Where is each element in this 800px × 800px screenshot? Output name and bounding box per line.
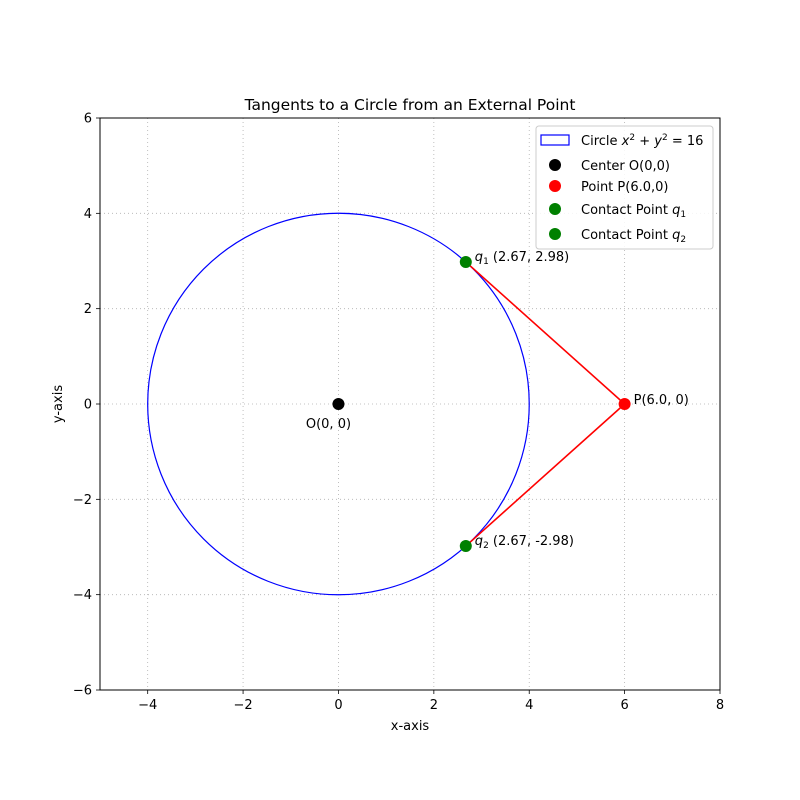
legend: Circle x2 + y2 = 16 Center O(0,0) Point … bbox=[535, 125, 714, 250]
y-axis-label: y-axis bbox=[51, 385, 66, 423]
legend-q2-label: Contact Point q2 bbox=[581, 228, 686, 245]
y-tick-label: 6 bbox=[84, 112, 92, 127]
y-tick-label: 4 bbox=[84, 207, 92, 222]
x-axis-label: x-axis bbox=[391, 719, 430, 734]
x-tick-label: 8 bbox=[716, 698, 724, 713]
y-tick-label: 0 bbox=[84, 398, 92, 413]
legend-point-p-label: Point P(6.0,0) bbox=[581, 180, 668, 195]
q1-subscript: 1 bbox=[483, 257, 489, 267]
legend-center-marker bbox=[549, 159, 561, 171]
center-label: O(0, 0) bbox=[306, 417, 351, 432]
y-ticks: −6 −4 −2 0 2 4 6 bbox=[73, 112, 100, 699]
contact-q1-label: q1 (2.67, 2.98) bbox=[475, 250, 569, 267]
q1-symbol: q bbox=[475, 250, 483, 265]
q2-symbol: q bbox=[475, 534, 483, 549]
legend-center-label: Center O(0,0) bbox=[581, 159, 670, 174]
y-tick-label: −6 bbox=[73, 684, 92, 699]
x-tick-label: 6 bbox=[620, 698, 628, 713]
legend-point-p-marker bbox=[549, 180, 561, 192]
points bbox=[332, 255, 631, 553]
contact-q2-label: q2 (2.67, -2.98) bbox=[475, 534, 574, 551]
center-marker bbox=[332, 398, 345, 410]
x-tick-label: −4 bbox=[138, 698, 157, 713]
tangent-line-2 bbox=[465, 403, 626, 547]
point-p-label: P(6.0, 0) bbox=[634, 393, 689, 408]
plot-area: O(0, 0) P(6.0, 0) q1 (2.67, 2.98) q2 (2.… bbox=[147, 212, 689, 596]
contact-q2-marker bbox=[459, 540, 472, 553]
q2-coords: (2.67, -2.98) bbox=[489, 534, 574, 549]
y-tick-label: −2 bbox=[73, 493, 92, 508]
q1-coords: (2.67, 2.98) bbox=[489, 250, 569, 265]
legend-box bbox=[535, 125, 714, 250]
legend-circle-label: Circle x2 + y2 = 16 bbox=[581, 133, 703, 149]
x-tick-label: −2 bbox=[233, 698, 252, 713]
x-tick-label: 2 bbox=[430, 698, 438, 713]
legend-q1-label: Contact Point q1 bbox=[581, 203, 686, 220]
circle-curve bbox=[147, 212, 530, 596]
x-tick-label: 4 bbox=[525, 698, 533, 713]
legend-q2-marker bbox=[549, 228, 561, 240]
y-tick-label: −4 bbox=[73, 588, 92, 603]
tangent-lines bbox=[465, 261, 626, 547]
x-tick-label: 0 bbox=[334, 698, 342, 713]
tangent-line-1 bbox=[465, 261, 626, 405]
legend-circle-swatch bbox=[540, 134, 570, 146]
annotations: O(0, 0) P(6.0, 0) q1 (2.67, 2.98) q2 (2.… bbox=[306, 250, 689, 551]
legend-q1-marker bbox=[549, 203, 561, 215]
chart-title: Tangents to a Circle from an External Po… bbox=[244, 96, 576, 114]
y-tick-label: 2 bbox=[84, 302, 92, 317]
x-ticks: −4 −2 0 2 4 6 8 bbox=[138, 690, 724, 713]
point-p-marker bbox=[618, 398, 631, 410]
contact-q1-marker bbox=[459, 255, 472, 268]
q2-subscript: 2 bbox=[483, 541, 489, 551]
